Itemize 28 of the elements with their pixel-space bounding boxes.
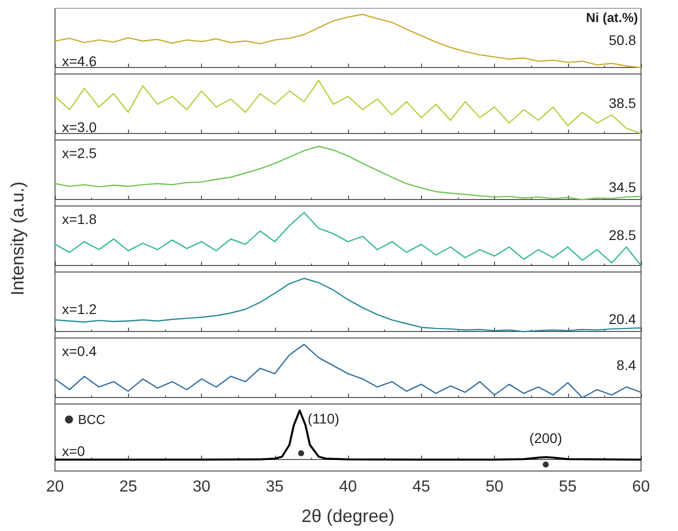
annotation: (200) xyxy=(529,430,562,446)
x-axis-title: 2θ (degree) xyxy=(301,506,395,526)
x-tick-label: 35 xyxy=(266,478,284,496)
annotation: 38.5 xyxy=(608,95,636,111)
x-tick-label: 40 xyxy=(339,478,357,496)
legend-label: BCC xyxy=(78,412,106,427)
annotation: x=1.2 xyxy=(62,301,97,317)
annotation: x=1.8 xyxy=(62,211,97,227)
annotation: x=0.4 xyxy=(62,343,97,359)
annotation: 28.5 xyxy=(608,227,636,243)
annotation: Ni (at.%) xyxy=(586,10,638,25)
annotation: (110) xyxy=(308,410,340,426)
annotation: 34.5 xyxy=(608,179,636,195)
x-tick-label: 45 xyxy=(412,478,430,496)
annotation: x=0 xyxy=(62,443,86,459)
annotation: 8.4 xyxy=(616,357,636,373)
x-tick-label: 30 xyxy=(192,478,210,496)
x-tick-label: 60 xyxy=(632,478,650,496)
x-tick-label: 20 xyxy=(46,478,64,496)
annotation: x=2.5 xyxy=(62,145,97,161)
annotation: 20.4 xyxy=(608,311,636,327)
x-tick-label: 25 xyxy=(119,478,138,496)
annotation: 50.8 xyxy=(608,32,636,48)
annotation: x=3.0 xyxy=(62,119,97,135)
annotation: x=4.6 xyxy=(62,53,97,69)
x-tick-label: 55 xyxy=(558,478,577,496)
y-axis-title: Intensity (a.u.) xyxy=(8,180,28,298)
x-tick-label: 50 xyxy=(486,478,504,496)
